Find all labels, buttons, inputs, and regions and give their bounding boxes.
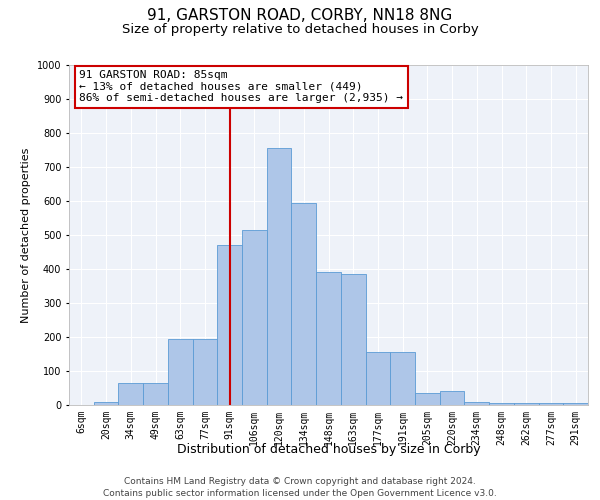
Text: 91 GARSTON ROAD: 85sqm
← 13% of detached houses are smaller (449)
86% of semi-de: 91 GARSTON ROAD: 85sqm ← 13% of detached…	[79, 70, 403, 103]
Bar	[563, 404, 588, 405]
Bar	[292, 202, 316, 405]
Bar	[390, 352, 415, 405]
Bar	[118, 383, 143, 405]
Bar	[193, 338, 217, 405]
Bar	[514, 404, 539, 405]
Text: 91, GARSTON ROAD, CORBY, NN18 8NG: 91, GARSTON ROAD, CORBY, NN18 8NG	[148, 8, 452, 22]
Bar	[341, 274, 365, 405]
Bar	[539, 404, 563, 405]
Bar	[267, 148, 292, 405]
Bar	[365, 352, 390, 405]
Bar	[168, 338, 193, 405]
Bar	[489, 404, 514, 405]
Text: Contains HM Land Registry data © Crown copyright and database right 2024.
Contai: Contains HM Land Registry data © Crown c…	[103, 476, 497, 498]
Bar	[242, 230, 267, 405]
Bar	[316, 272, 341, 405]
Bar	[217, 245, 242, 405]
Text: Size of property relative to detached houses in Corby: Size of property relative to detached ho…	[122, 22, 478, 36]
Bar	[464, 402, 489, 405]
Bar	[415, 393, 440, 405]
Bar	[440, 392, 464, 405]
Bar	[94, 402, 118, 405]
Text: Distribution of detached houses by size in Corby: Distribution of detached houses by size …	[177, 442, 481, 456]
Y-axis label: Number of detached properties: Number of detached properties	[22, 148, 31, 322]
Bar	[143, 383, 168, 405]
